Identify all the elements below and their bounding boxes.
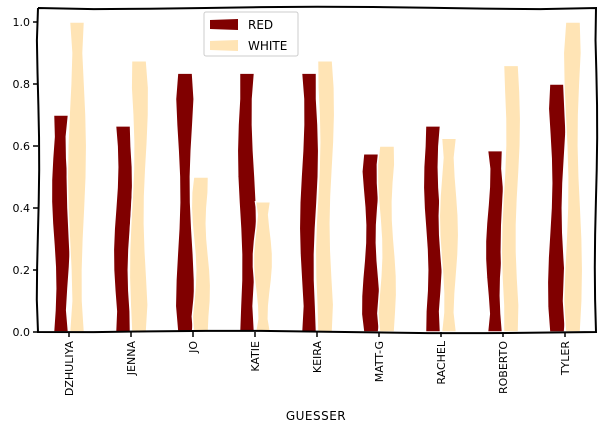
x-tick-label: MATT-G [373, 341, 386, 382]
y-axis: 0.0 0.2 0.4 0.6 0.8 1.0 [13, 16, 38, 339]
x-tick-label: KEIRA [311, 341, 324, 374]
bar-white-keira [314, 60, 336, 333]
x-tick-label: ROBERTO [497, 341, 510, 394]
y-tick-label: 1.0 [13, 16, 31, 29]
bar-white-katie [252, 201, 274, 333]
bar-red-jo [174, 72, 196, 333]
bar-red-jenna [112, 125, 134, 333]
x-axis-label: GUESSER [286, 409, 346, 423]
legend-label-red: RED [248, 18, 273, 32]
bar-red-keira [298, 72, 320, 333]
bar-red-katie [236, 72, 258, 333]
bar-white-dzhuliya [66, 21, 88, 333]
x-tick-label: DZHULIYA [63, 341, 76, 397]
bar-white-jenna [128, 60, 150, 333]
bar-group [50, 21, 584, 333]
y-tick-label: 0.0 [13, 326, 31, 339]
axes-frame [35, 5, 599, 335]
x-tick-label: TYLER [559, 341, 572, 377]
y-tick-label: 0.2 [13, 264, 31, 277]
x-tick-label: JENNA [125, 341, 138, 377]
bar-red-rachel [422, 125, 444, 333]
legend-label-white: WHITE [248, 39, 287, 53]
y-tick-label: 0.8 [13, 78, 31, 91]
legend-swatch-red [210, 19, 238, 30]
x-tick-label: RACHEL [435, 340, 448, 384]
bar-white-tyler [562, 21, 584, 333]
bar-white-jo [190, 176, 212, 333]
x-tick-label: KATIE [249, 341, 262, 372]
y-tick-label: 0.6 [13, 140, 31, 153]
x-axis: DZHULIYA JENNA JO KATIE KEIRA MATT-G RACHEL ROB… [63, 332, 572, 396]
bar-white-rachel [438, 137, 460, 333]
bar-white-roberto [500, 64, 522, 333]
x-tick-label: JO [187, 341, 200, 354]
bar-white-matt-g [376, 145, 398, 333]
legend: RED WHITE [203, 11, 299, 57]
y-tick-label: 0.4 [13, 202, 31, 215]
bar-red-roberto [484, 149, 506, 333]
legend-swatch-white [210, 40, 238, 51]
